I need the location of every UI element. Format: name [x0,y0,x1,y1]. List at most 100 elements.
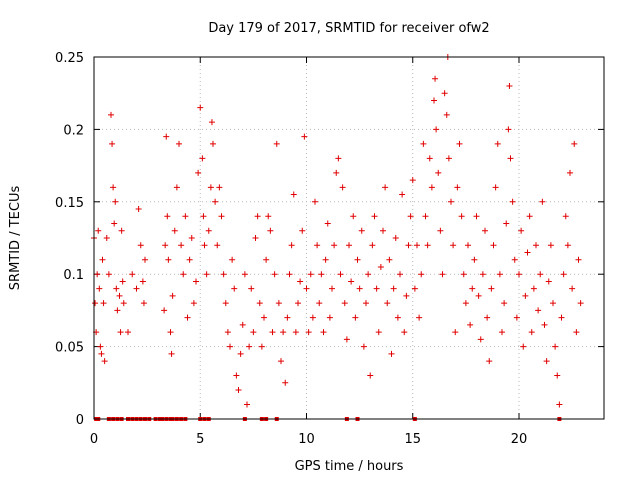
data-point [503,220,510,227]
data-point [373,285,380,292]
data-point [409,177,416,184]
data-point [407,213,414,220]
data-point [486,358,493,365]
tick-labels: 0 0.05 0.1 0.15 0.2 0.25 0 5 10 15 20 [55,51,527,447]
data-point [469,285,476,292]
data-point [448,198,454,205]
data-point [520,343,527,350]
data-point [309,314,316,321]
data-point [437,227,444,234]
data-point [312,198,318,205]
data-point [399,191,406,198]
data-point [96,285,103,292]
data-point [380,227,386,234]
data-point [382,184,389,191]
data-point [377,263,384,270]
data-point [492,184,499,191]
data-point [214,242,221,249]
data-point [416,314,423,321]
data-point [168,350,175,357]
data-point [178,242,185,249]
data-point [329,285,335,292]
data-point [252,235,259,241]
data-point [95,227,102,234]
data-point [363,300,369,307]
data-point [125,329,131,336]
data-point [435,169,442,176]
data-point [229,256,236,263]
data-point [218,213,225,220]
data-point [201,242,208,249]
data-point [246,343,253,350]
data-point [490,242,497,249]
data-point [494,140,501,147]
data-point [250,329,257,336]
data-point [171,227,178,234]
data-point [552,343,559,350]
data-points [91,54,584,408]
data-point [188,235,195,241]
data-point [528,329,535,336]
data-point [554,372,561,379]
data-point [479,271,486,278]
data-point [244,401,250,408]
grid [94,57,604,419]
data-point [305,329,312,336]
data-point [137,242,144,249]
data-point [210,140,216,147]
data-point [422,213,429,220]
data-point [482,227,488,234]
data-point [324,220,331,227]
data-point [186,256,193,263]
data-point [190,300,197,307]
data-point [352,314,359,321]
data-point [375,329,382,336]
data-point [462,300,469,307]
data-point [524,249,531,256]
data-point [318,271,325,278]
data-point [369,242,376,249]
data-point [263,256,270,263]
data-point [113,285,120,292]
data-point [337,271,344,278]
data-point [167,329,174,336]
data-point [467,321,474,328]
data-point [331,242,338,249]
data-point [258,343,265,350]
x-tick-label: 5 [196,432,204,447]
data-point [499,329,505,336]
data-point [207,184,214,191]
data-point [94,271,101,278]
data-point [488,285,495,292]
data-point [460,271,467,278]
data-point [208,119,215,126]
data-point [176,140,182,147]
data-point [473,213,480,220]
data-point [173,184,180,191]
data-point [458,213,465,220]
axis-ticks [93,56,604,420]
chart-title: Day 179 of 2017, SRMTID for receiver ofw… [208,21,489,36]
data-point [558,314,565,321]
data-point [465,242,471,249]
data-point [507,155,514,162]
data-point [267,227,274,234]
data-point [326,314,333,321]
data-point [203,271,210,278]
data-point [220,271,227,278]
data-point [475,292,482,299]
data-point [182,213,189,220]
data-point [432,75,439,82]
data-point [112,198,119,205]
x-tick-label: 15 [404,432,421,447]
data-point [135,206,142,213]
data-point [222,300,229,307]
data-point [577,300,584,307]
data-point [162,242,169,249]
data-point [98,350,105,357]
data-point [506,82,513,89]
data-point [100,300,107,307]
data-point [443,111,450,118]
data-point [450,242,457,249]
data-point [200,213,207,220]
